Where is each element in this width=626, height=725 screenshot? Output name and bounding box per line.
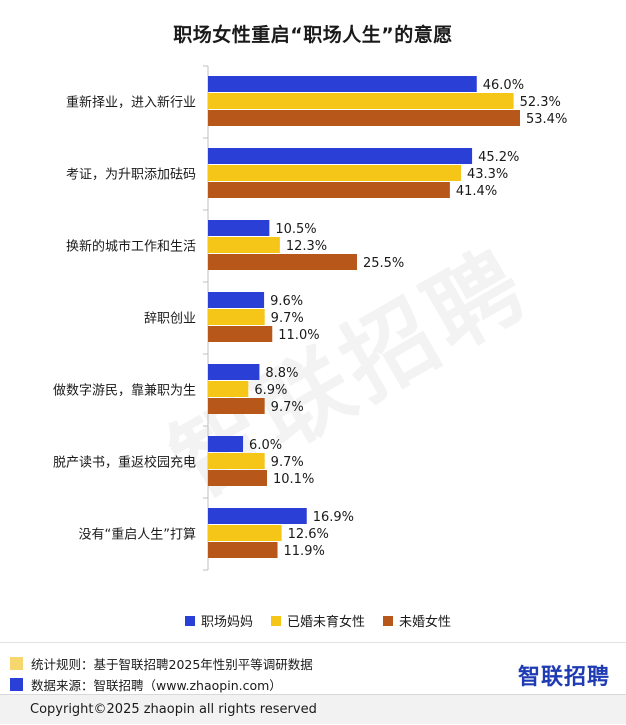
bar-1 [208,220,270,236]
legend-label-series2: 已婚未育女性 [287,615,366,630]
legend-item-series3: 未婚女性 [383,611,451,630]
copyright-bar: Copyright©2025 zhaopin all rights reserv… [0,694,626,724]
category-label: 没有“重启人生”打算 [79,527,196,543]
stat-rule-note: 统计规则：基于智联招聘2025年性别平等调研数据 [10,654,313,673]
legend-item-series1: 职场妈妈 [185,611,253,630]
bar-1 [208,508,307,524]
bar-chart: 重新择业，进入新行业 46.0% 52.3% 53.4% 考证，为升职添加砝码 45.2%… [53,65,567,571]
legend-label-series3: 未婚女性 [399,615,452,630]
legend-label-series1: 职场妈妈 [201,615,254,630]
category-label: 做数字游民，靠兼职为生 [53,384,196,399]
data-label: 10.5% [275,222,316,237]
bar-3 [208,398,265,414]
category-label: 辞职创业 [144,312,196,327]
data-label: 45.2% [478,150,519,165]
data-label: 6.0% [249,438,282,453]
bar-1 [208,292,265,308]
chart-title: 职场女性重启“职场人生”的意愿 [173,24,453,46]
data-source-text: 数据来源：智联招聘（www.zhaopin.com） [31,678,282,693]
category-label: 重新择业，进入新行业 [66,95,196,111]
data-label: 9.7% [271,455,304,470]
bar-3 [208,326,273,342]
brand-logo: 智联招聘 [517,665,610,690]
bar-2 [208,525,282,541]
stat-rule-text: 统计规则：基于智联招聘2025年性别平等调研数据 [31,657,313,672]
bar-3 [208,110,520,126]
data-label: 43.3% [467,167,508,182]
data-label: 9.6% [270,294,303,309]
bar-3 [208,182,450,198]
data-label: 11.9% [284,544,325,559]
bar-1 [208,436,244,452]
bar-2 [208,237,280,253]
legend-item-series2: 已婚未育女性 [271,611,365,630]
bar-1 [208,364,260,380]
data-label: 53.4% [526,112,567,127]
legend-swatch-series1 [185,615,195,626]
data-label: 41.4% [456,184,497,199]
bar-2 [208,309,265,325]
bar-2 [208,93,514,109]
note-blue-marker [10,678,23,691]
data-source-note: 数据来源：智联招聘（www.zhaopin.com） [10,675,282,694]
legend-swatch-series2 [271,615,282,626]
category-label: 换新的城市工作和生活 [66,239,196,255]
legend: 职场妈妈 已婚未育女性 未婚女性 [185,611,451,630]
footer-divider [0,642,626,643]
data-label: 16.9% [313,510,354,525]
bar-1 [208,148,473,164]
data-label: 46.0% [483,78,524,93]
data-label: 12.3% [286,239,327,254]
legend-swatch-series3 [383,615,394,626]
note-yellow-marker [10,657,23,670]
data-label: 12.6% [288,527,329,542]
bar-3 [208,470,268,486]
data-label: 11.0% [278,328,319,343]
data-label: 25.5% [363,256,404,271]
bar-3 [208,542,278,558]
bar-3 [208,254,357,270]
bar-2 [208,165,461,181]
category-label: 脱产读书，重返校园充电 [53,455,196,471]
data-label: 9.7% [271,400,304,415]
data-label: 9.7% [271,311,304,326]
bar-2 [208,381,249,397]
bar-1 [208,76,477,92]
bar-2 [208,453,265,469]
data-label: 8.8% [265,366,298,381]
data-label: 6.9% [254,383,287,398]
category-label: 考证，为升职添加砝码 [66,168,196,183]
data-label: 52.3% [520,95,561,110]
data-label: 10.1% [273,472,314,487]
